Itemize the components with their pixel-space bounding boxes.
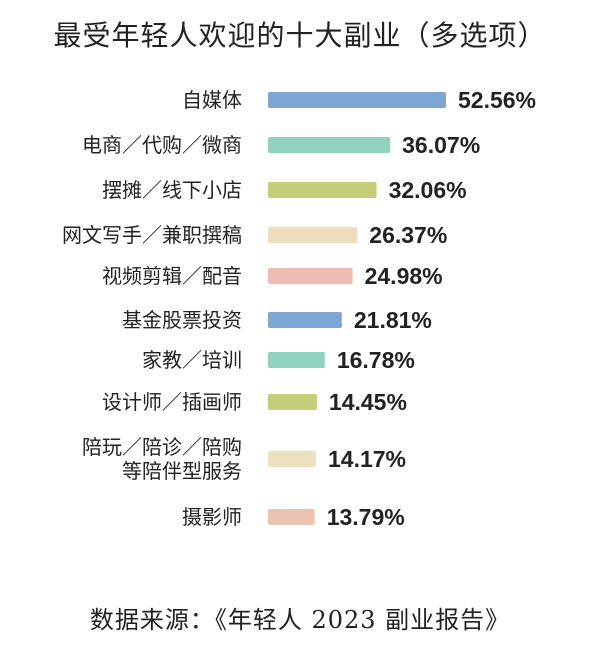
category-label-line: 摄影师 xyxy=(182,505,242,529)
category-label: 陪玩／陪诊／陪购等陪伴型服务 xyxy=(82,435,242,483)
bar xyxy=(268,312,342,328)
category-label-line: 网文写手／兼职撰稿 xyxy=(62,223,242,247)
category-label-line: 设计师／插画师 xyxy=(102,390,242,414)
category-label: 网文写手／兼职撰稿 xyxy=(62,223,242,247)
category-label: 基金股票投资 xyxy=(122,308,242,332)
bar xyxy=(268,352,325,368)
value-label: 13.79% xyxy=(327,504,405,530)
bar xyxy=(268,227,358,243)
category-label: 摄影师 xyxy=(182,505,242,529)
bar xyxy=(268,92,446,108)
category-label: 摆摊／线下小店 xyxy=(102,178,242,202)
value-label: 24.98% xyxy=(365,263,443,289)
category-label-line: 等陪伴型服务 xyxy=(122,459,242,483)
value-label: 36.07% xyxy=(402,132,480,158)
category-label: 家教／培训 xyxy=(142,348,242,372)
value-label: 14.17% xyxy=(328,446,406,472)
value-label: 32.06% xyxy=(389,177,467,203)
value-label: 21.81% xyxy=(354,307,432,333)
category-label-line: 陪玩／陪诊／陪购 xyxy=(82,435,242,459)
category-label-line: 家教／培训 xyxy=(142,348,242,372)
category-label: 设计师／插画师 xyxy=(102,390,242,414)
value-label: 26.37% xyxy=(369,222,447,248)
bar xyxy=(268,137,391,153)
bar xyxy=(268,268,353,284)
category-label: 自媒体 xyxy=(182,88,242,112)
value-label: 52.56% xyxy=(458,87,536,113)
bar xyxy=(268,182,377,198)
category-label-line: 摆摊／线下小店 xyxy=(102,178,242,202)
category-label-line: 基金股票投资 xyxy=(122,308,242,332)
bar xyxy=(268,394,317,410)
category-label-line: 视频剪辑／配音 xyxy=(102,264,242,288)
bar xyxy=(268,451,316,467)
category-label: 视频剪辑／配音 xyxy=(102,264,242,288)
category-label-line: 电商／代购／微商 xyxy=(82,133,242,157)
value-label: 14.45% xyxy=(329,389,407,415)
category-label-line: 自媒体 xyxy=(182,88,242,112)
bar xyxy=(268,509,315,525)
category-label: 电商／代购／微商 xyxy=(82,133,242,157)
chart-title: 最受年轻人欢迎的十大副业（多选项） xyxy=(53,19,547,52)
data-source: 数据来源：《年轻人 2023 副业报告》 xyxy=(89,606,511,634)
value-label: 16.78% xyxy=(337,347,415,373)
